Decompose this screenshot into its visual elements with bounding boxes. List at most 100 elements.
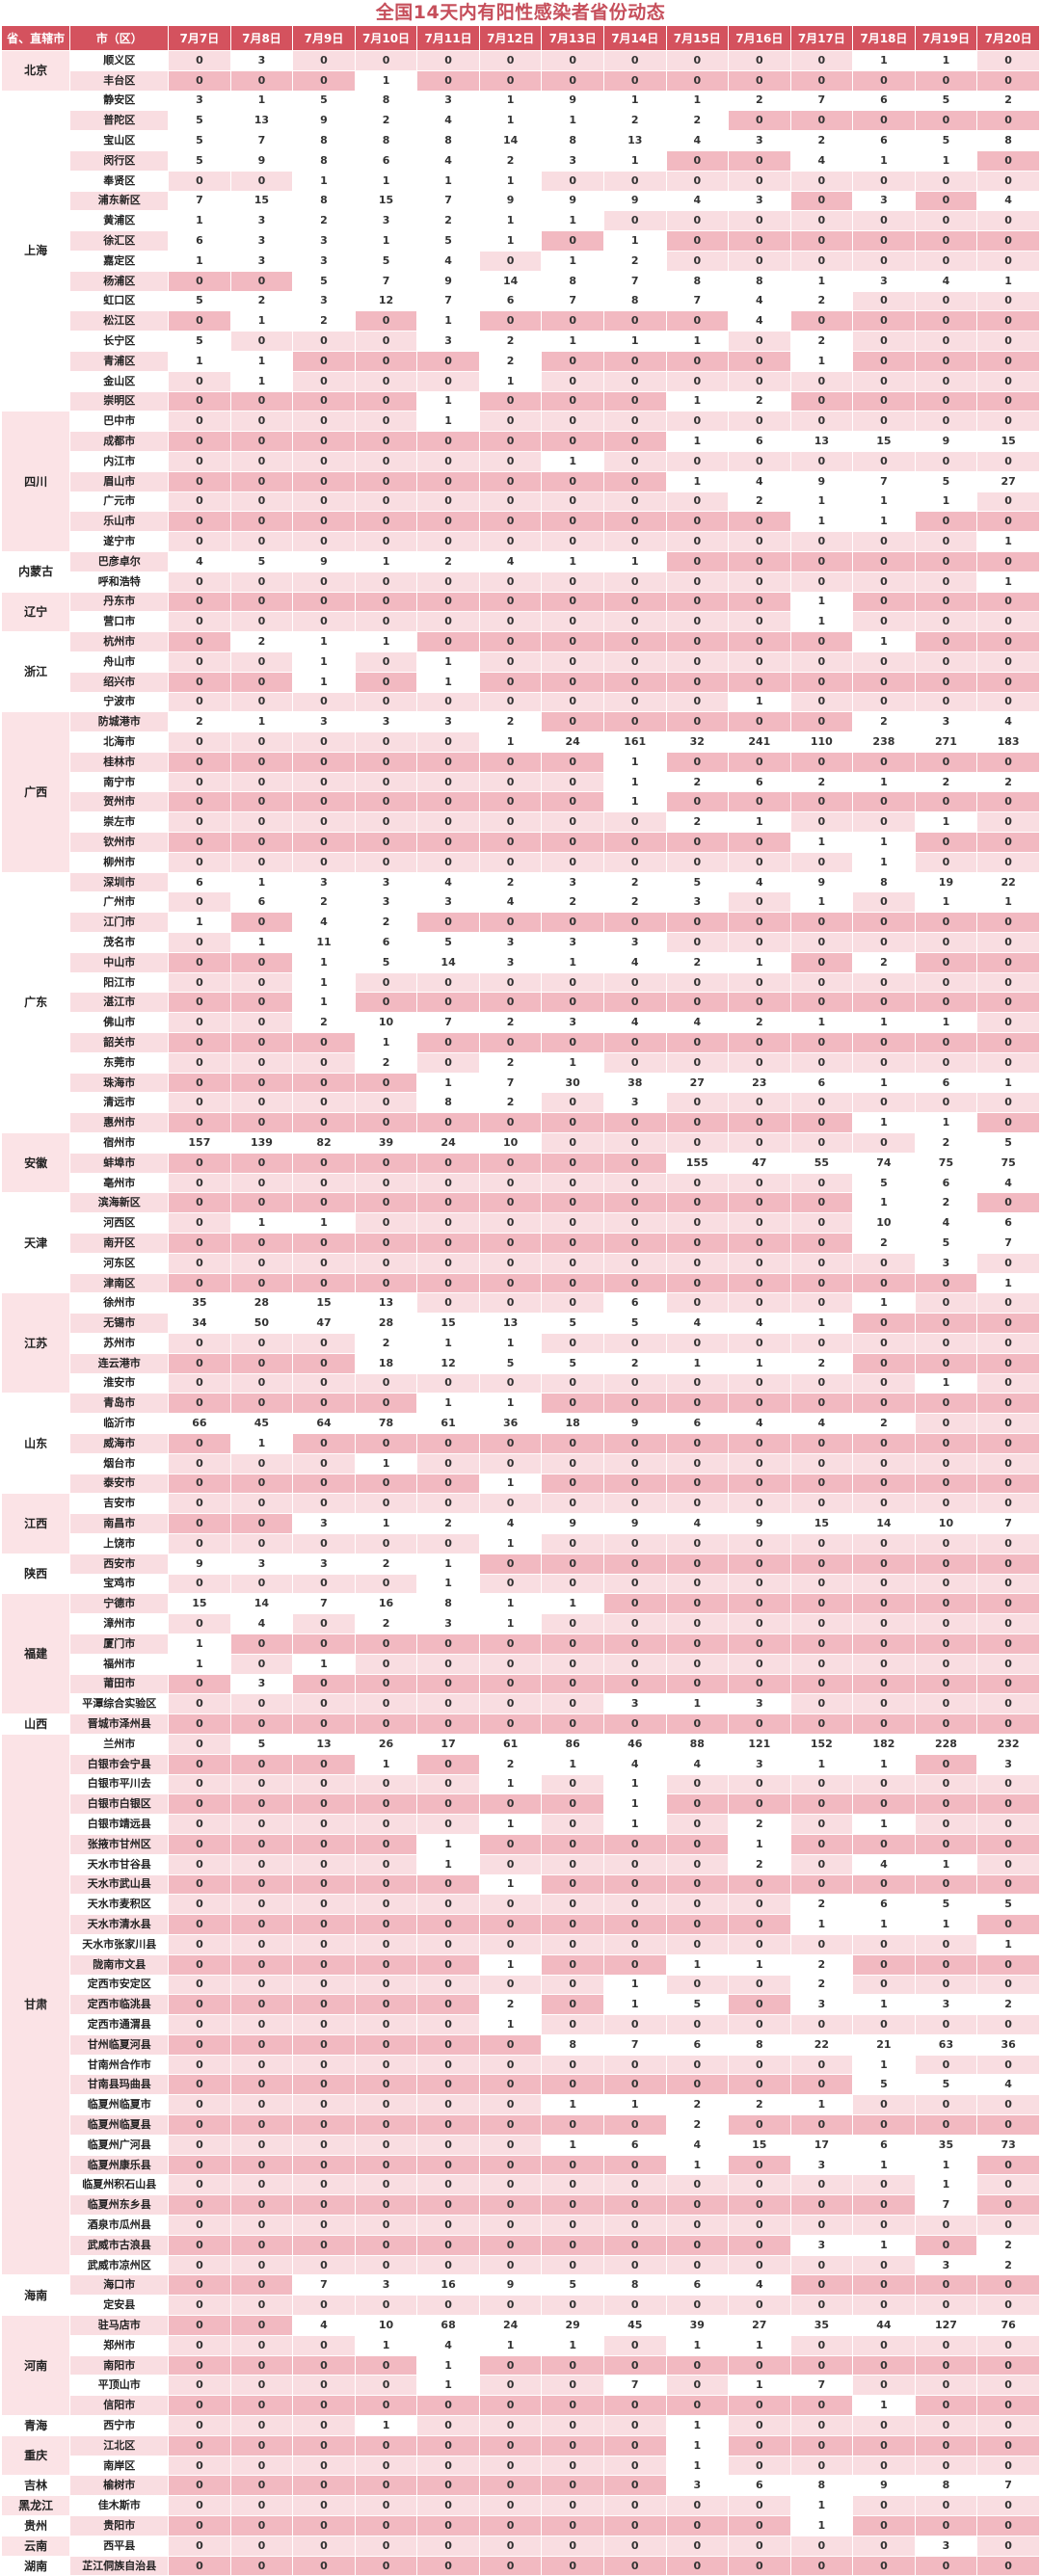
count-cell: 1 bbox=[478, 370, 543, 392]
count-cell: 5 bbox=[416, 230, 480, 252]
count-cell: 5 bbox=[914, 130, 978, 151]
count-cell: 182 bbox=[852, 1733, 916, 1755]
count-cell: 4 bbox=[789, 149, 854, 172]
count-cell: 0 bbox=[602, 310, 667, 332]
count-cell: 0 bbox=[728, 2434, 791, 2456]
table-row: 莆田市 0 3 0 0 0 0 0 0 0 0 0 0 0 0 bbox=[2, 1673, 1040, 1695]
count-cell: 3 bbox=[914, 1252, 978, 1274]
table-row: 江西 吉安市 0 0 0 0 0 0 0 0 0 0 0 0 0 0 bbox=[0, 1493, 1040, 1554]
count-cell: 0 bbox=[852, 1393, 916, 1415]
count-cell: 0 bbox=[976, 1112, 1040, 1134]
count-cell: 0 bbox=[665, 992, 730, 1014]
count-cell: 0 bbox=[541, 1673, 604, 1695]
count-cell: 0 bbox=[976, 350, 1040, 372]
count-cell: 0 bbox=[416, 2094, 480, 2116]
count-cell: 5 bbox=[541, 2274, 604, 2297]
city-cell: 西安市 bbox=[69, 1553, 170, 1575]
count-cell: 0 bbox=[541, 1112, 604, 1134]
count-cell: 1 bbox=[852, 1072, 916, 1094]
count-cell: 0 bbox=[602, 2295, 667, 2317]
count-cell: 0 bbox=[478, 791, 543, 813]
count-cell: 0 bbox=[229, 2455, 294, 2477]
count-cell: 0 bbox=[229, 1252, 294, 1274]
count-cell: 3 bbox=[168, 90, 231, 112]
count-cell: 1 bbox=[665, 431, 730, 452]
count-cell: 1 bbox=[665, 1352, 730, 1374]
table-row: 福建 宁德市 15 14 7 16 8 1 1 0 0 0 0 0 0 0 bbox=[0, 1593, 1040, 1715]
count-cell: 3 bbox=[789, 1994, 854, 2016]
count-cell: 0 bbox=[602, 470, 667, 492]
count-cell: 3 bbox=[416, 891, 480, 914]
count-cell: 2 bbox=[789, 1352, 854, 1374]
count-cell: 0 bbox=[168, 1833, 231, 1855]
table-row: 呼和浩特 0 0 0 0 0 0 0 0 0 0 0 0 0 1 bbox=[2, 571, 1040, 593]
count-cell: 0 bbox=[541, 791, 604, 813]
count-cell: 0 bbox=[478, 1252, 543, 1274]
count-cell: 4 bbox=[416, 2334, 480, 2356]
count-cell: 5 bbox=[354, 250, 418, 272]
count-cell: 0 bbox=[914, 2375, 978, 2397]
table-row: 厦门市 1 0 0 0 0 0 0 0 0 0 0 0 0 0 bbox=[2, 1633, 1040, 1655]
count-cell: 0 bbox=[852, 611, 916, 633]
count-cell: 0 bbox=[852, 1432, 916, 1454]
count-cell: 0 bbox=[602, 1192, 667, 1214]
count-cell: 0 bbox=[229, 450, 294, 472]
city-cell: 防城港市 bbox=[69, 711, 170, 733]
count-cell: 0 bbox=[354, 2154, 418, 2176]
count-cell: 0 bbox=[914, 1653, 978, 1675]
province-cell: 内蒙古 bbox=[0, 550, 71, 593]
count-cell: 0 bbox=[354, 2555, 418, 2576]
count-cell: 6 bbox=[728, 771, 791, 793]
count-cell: 0 bbox=[292, 851, 356, 873]
table-row: 松江区 0 1 2 0 1 0 0 0 0 4 0 0 0 0 bbox=[2, 310, 1040, 332]
count-cell: 0 bbox=[478, 1192, 543, 1214]
count-cell: 0 bbox=[292, 1192, 356, 1214]
count-cell: 0 bbox=[478, 2555, 543, 2576]
city-cell: 临夏州广河县 bbox=[69, 2134, 170, 2156]
count-cell: 1 bbox=[976, 891, 1040, 914]
count-cell: 0 bbox=[789, 1432, 854, 1454]
count-cell: 0 bbox=[541, 2014, 604, 2035]
count-cell: 0 bbox=[914, 2295, 978, 2317]
count-cell: 0 bbox=[914, 2274, 978, 2297]
count-cell: 0 bbox=[416, 591, 480, 613]
count-cell: 0 bbox=[728, 651, 791, 673]
count-cell: 0 bbox=[789, 912, 854, 934]
count-cell: 0 bbox=[168, 491, 231, 513]
city-cell: 中山市 bbox=[69, 951, 170, 973]
count-cell: 9 bbox=[789, 871, 854, 893]
count-cell: 0 bbox=[292, 431, 356, 452]
count-cell: 0 bbox=[665, 791, 730, 813]
count-cell: 0 bbox=[478, 1432, 543, 1454]
count-cell: 5 bbox=[354, 951, 418, 973]
count-cell: 6 bbox=[602, 1292, 667, 1315]
count-cell: 0 bbox=[976, 1914, 1040, 1935]
count-cell: 0 bbox=[789, 2194, 854, 2217]
count-cell: 0 bbox=[354, 771, 418, 793]
header-date: 7月17日 bbox=[789, 25, 854, 51]
count-cell: 0 bbox=[229, 1051, 294, 1074]
count-cell: 2 bbox=[478, 1012, 543, 1034]
count-cell: 0 bbox=[728, 571, 791, 593]
count-cell: 0 bbox=[229, 531, 294, 552]
count-cell: 1 bbox=[541, 2094, 604, 2116]
city-cell: 漳州市 bbox=[69, 1613, 170, 1634]
count-cell: 0 bbox=[292, 1833, 356, 1855]
count-cell: 0 bbox=[354, 1914, 418, 1935]
city-cell: 丰台区 bbox=[69, 69, 170, 92]
count-cell: 0 bbox=[354, 1894, 418, 1916]
count-cell: 0 bbox=[292, 2434, 356, 2456]
count-cell: 0 bbox=[292, 1914, 356, 1935]
count-cell: 30 bbox=[541, 1072, 604, 1094]
count-cell: 3 bbox=[541, 932, 604, 953]
count-cell: 155 bbox=[665, 1152, 730, 1174]
count-cell: 0 bbox=[852, 1452, 916, 1474]
count-cell: 13 bbox=[292, 1733, 356, 1755]
count-cell: 3 bbox=[914, 2254, 978, 2276]
count-cell: 0 bbox=[354, 310, 418, 332]
count-cell: 2 bbox=[665, 110, 730, 132]
count-cell: 0 bbox=[229, 1112, 294, 1134]
count-cell: 0 bbox=[665, 250, 730, 272]
count-cell: 0 bbox=[541, 390, 604, 412]
province-cell: 黑龙江 bbox=[0, 2495, 71, 2517]
